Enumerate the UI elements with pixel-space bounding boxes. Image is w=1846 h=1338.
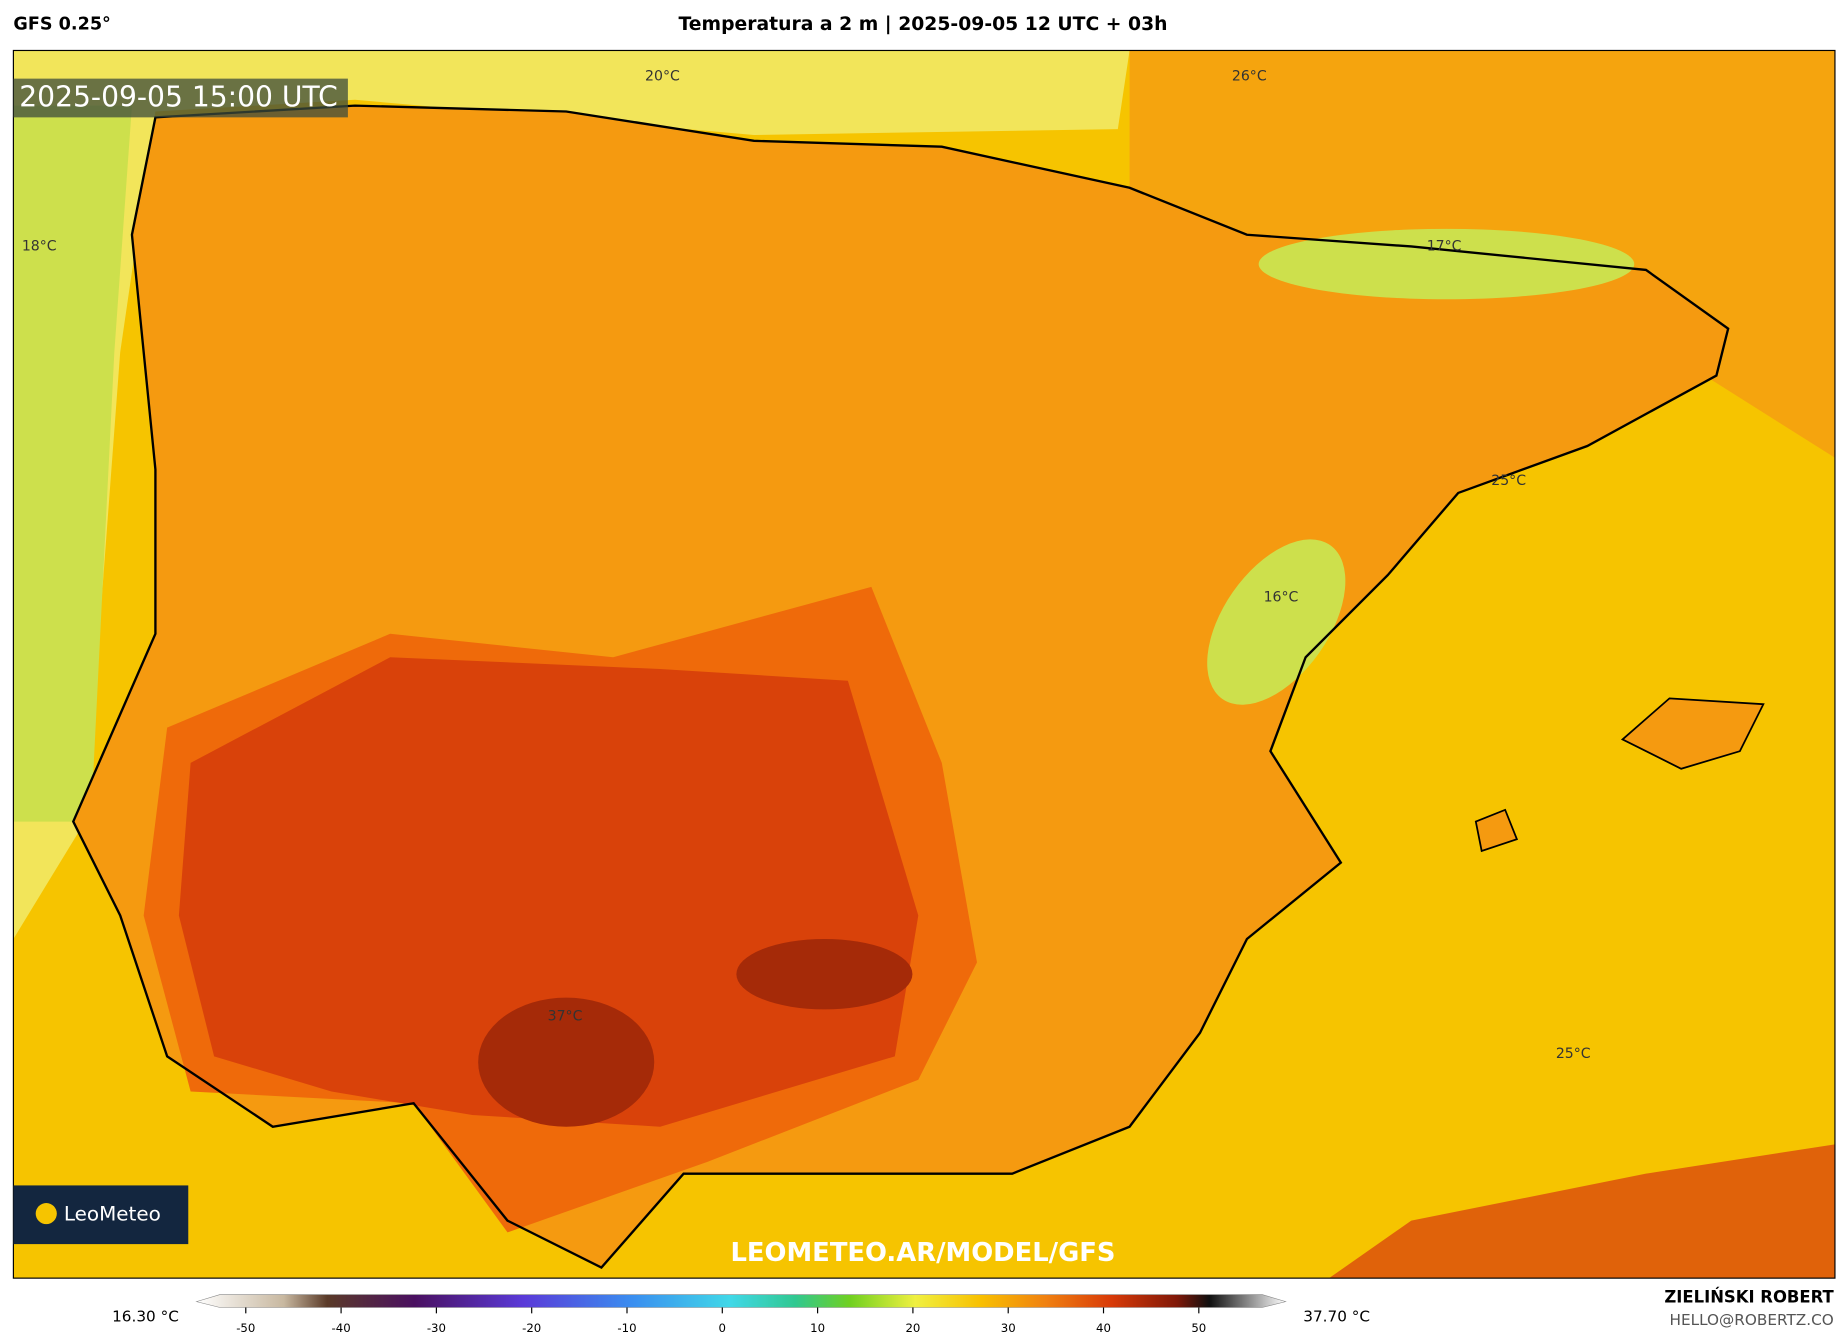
cool-zone — [1258, 228, 1635, 300]
africa-field — [1329, 1144, 1835, 1279]
logo-sun — [35, 1203, 57, 1225]
temperature-label: 17°C — [1427, 238, 1462, 254]
map-frame — [12, 49, 1836, 1279]
temperature-label: 16°C — [1264, 589, 1299, 605]
colorbar-tick-label: -10 — [617, 1321, 636, 1335]
colorbar-tick-label: -40 — [332, 1321, 351, 1335]
hot-zone — [178, 657, 919, 1127]
map: 2025-09-05 15:00 UTC 20°C 26°C 18°C 17°C 25°C… — [12, 49, 1836, 1279]
email: HELLO@ROBERTZ.CO — [1670, 1311, 1834, 1329]
colorbar-tick-label: -50 — [236, 1321, 255, 1335]
colorbar-tick-label: -30 — [427, 1321, 446, 1335]
hottest-zone — [736, 938, 913, 1010]
colorbar-tick-label: 20 — [905, 1321, 920, 1335]
logo-text: LeoMeteo — [64, 1201, 161, 1225]
coastline — [71, 104, 1730, 1270]
map-title: Temperatura a 2 m | 2025-09-05 12 UTC + … — [679, 14, 1168, 35]
colorbar-tick-label: 0 — [719, 1321, 726, 1335]
cool-zone — [1207, 539, 1346, 705]
watermark: LEOMETEO.AR/MODEL/GFS — [730, 1238, 1115, 1268]
atlantic-cool — [13, 105, 132, 822]
model-label: GFS 0.25° — [13, 15, 110, 35]
temperature-label: 26°C — [1232, 68, 1267, 84]
colorbar-tick-label: -20 — [522, 1321, 541, 1335]
colorbar-min: 16.30 °C — [112, 1307, 179, 1325]
colorbar — [195, 1294, 1287, 1308]
temperature-label: 37°C — [548, 1008, 583, 1024]
balearic-island — [1620, 697, 1765, 770]
temperature-label: 20°C — [645, 68, 680, 84]
timestamp: 2025-09-05 15:00 UTC — [19, 81, 338, 114]
colorbar-tick-label: 30 — [1001, 1321, 1016, 1335]
temperature-label: 18°C — [22, 238, 57, 254]
balearic-island — [1474, 808, 1519, 853]
timestamp-box — [13, 78, 348, 118]
colorbar-tick-label: 10 — [810, 1321, 825, 1335]
colorbar-tick-label: 50 — [1191, 1321, 1206, 1335]
hottest-zone — [478, 997, 655, 1127]
author: ZIELIŃSKI ROBERT — [1664, 1288, 1834, 1307]
colorbar-max: 37.70 °C — [1303, 1307, 1370, 1325]
colorbar-tick-label: 40 — [1096, 1321, 1111, 1335]
temperature-label: 25°C — [1556, 1046, 1591, 1062]
temperature-label: 25°C — [1491, 473, 1526, 489]
